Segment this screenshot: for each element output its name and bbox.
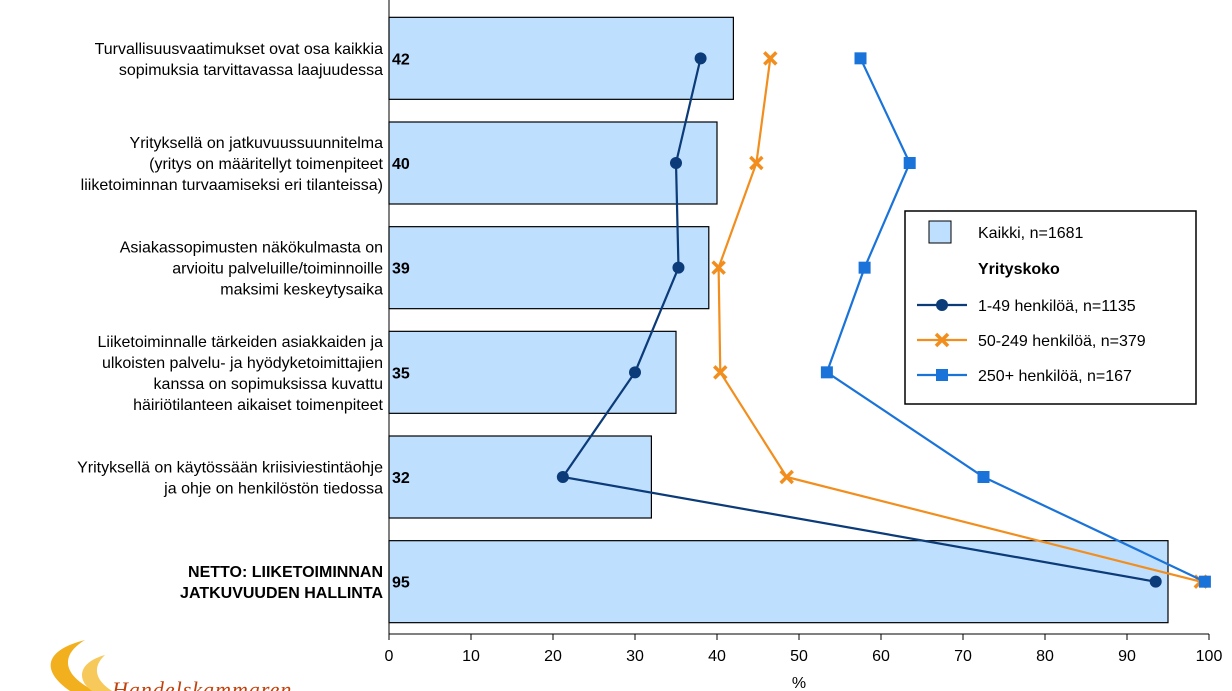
bar [388,16,734,100]
line-point [694,52,707,65]
bar [388,121,718,205]
lines-layer [556,51,1211,589]
line-point [670,157,682,169]
bar [388,435,652,519]
line-point [711,260,726,275]
category-label: Yrityksellä on käytössään kriisiviestint… [77,460,383,498]
line-point [903,157,916,169]
legend-group-title: Yrityskoko [978,261,1060,278]
x-ticks: 0 10 20 30 40 50 60 70 80 90 100 [385,634,1223,665]
line-point [1149,575,1162,588]
legend-line-entries: 1-49 henkilöä, n=1135 50-249 henkilöä, n=… [917,298,1146,385]
handelskammaren-logo: Handelskammaren [50,640,292,691]
category-label: Turvallisuusvaatimukset ovat osa kaikkia… [95,41,384,79]
line-point [713,365,728,380]
category-label: Yrityksellä on jatkuvuussuunnitelma (yrit… [81,135,384,194]
line-point [936,299,948,311]
legend-bar-swatch [928,220,952,244]
legend-line-entry: 250+ henkilöä, n=167 [917,368,1132,385]
legend-entry-kaikki: Kaikki, n=1681 [978,225,1084,242]
bar [388,540,1169,624]
x-tick-label: 100 [1196,648,1223,665]
bar-value-label: 40 [392,156,410,173]
x-tick-label: 50 [790,648,808,665]
x-tick-label: 80 [1036,648,1054,665]
category-labels: Turvallisuusvaatimukset ovat osa kaikkia… [77,41,383,602]
line-point [977,471,990,483]
legend: Kaikki, n=1681 Yrityskoko 1-49 henkilöä,… [904,210,1197,405]
bar-value-label: 39 [392,261,410,278]
legend-entry-text: 1-49 henkilöä, n=1135 [978,298,1136,315]
legend-entry-text: 50-249 henkilöä, n=379 [978,333,1146,350]
category-label: NETTO: LIIKETOIMINNAN JATKUVUUDEN HALLINT… [180,564,383,602]
series-line [825,57,1206,583]
x-tick-label: 30 [626,648,644,665]
legend-entry-text: 250+ henkilöä, n=167 [978,368,1132,385]
bar-value-label: 42 [392,51,410,68]
x-axis-title: % [792,675,806,691]
category-label: Liiketoiminnalle tärkeiden asiakkaiden j… [98,334,384,414]
line-point [854,52,867,65]
legend-box [904,210,1197,405]
x-tick-label: 10 [462,648,480,665]
x-tick-label: 0 [385,648,394,665]
bar-value-label: 32 [392,470,410,487]
bars-layer: 42 40 39 35 32 95 [388,16,1169,624]
line-point [556,471,569,483]
line-point [936,369,948,381]
line-point [672,261,685,274]
line-point [629,366,641,379]
line-point [749,155,764,171]
line-point [934,332,950,348]
bar-value-label: 95 [392,575,410,592]
logo-swoosh [50,640,95,691]
category-label: Asiakassopimusten näkökulmasta on arvioit… [120,240,383,299]
line-point [820,366,833,379]
logo-wordmark: Handelskammaren [111,677,292,691]
bar [388,226,710,310]
x-tick-label: 60 [872,648,890,665]
series-line [717,58,1202,583]
line-point [1198,575,1211,588]
bar-value-label: 35 [392,365,410,382]
bar [388,330,677,414]
x-tick-label: 40 [708,648,726,665]
x-tick-label: 90 [1118,648,1136,665]
x-tick-label: 70 [954,648,972,665]
logo-swoosh-inner [82,655,112,691]
legend-line-entry: 1-49 henkilöä, n=1135 [917,298,1136,315]
line-point [779,469,794,485]
line-point [858,261,871,274]
line-point [763,51,778,66]
x-tick-label: 20 [544,648,562,665]
legend-line-entry: 50-249 henkilöä, n=379 [917,332,1146,350]
series-line [560,58,1156,583]
